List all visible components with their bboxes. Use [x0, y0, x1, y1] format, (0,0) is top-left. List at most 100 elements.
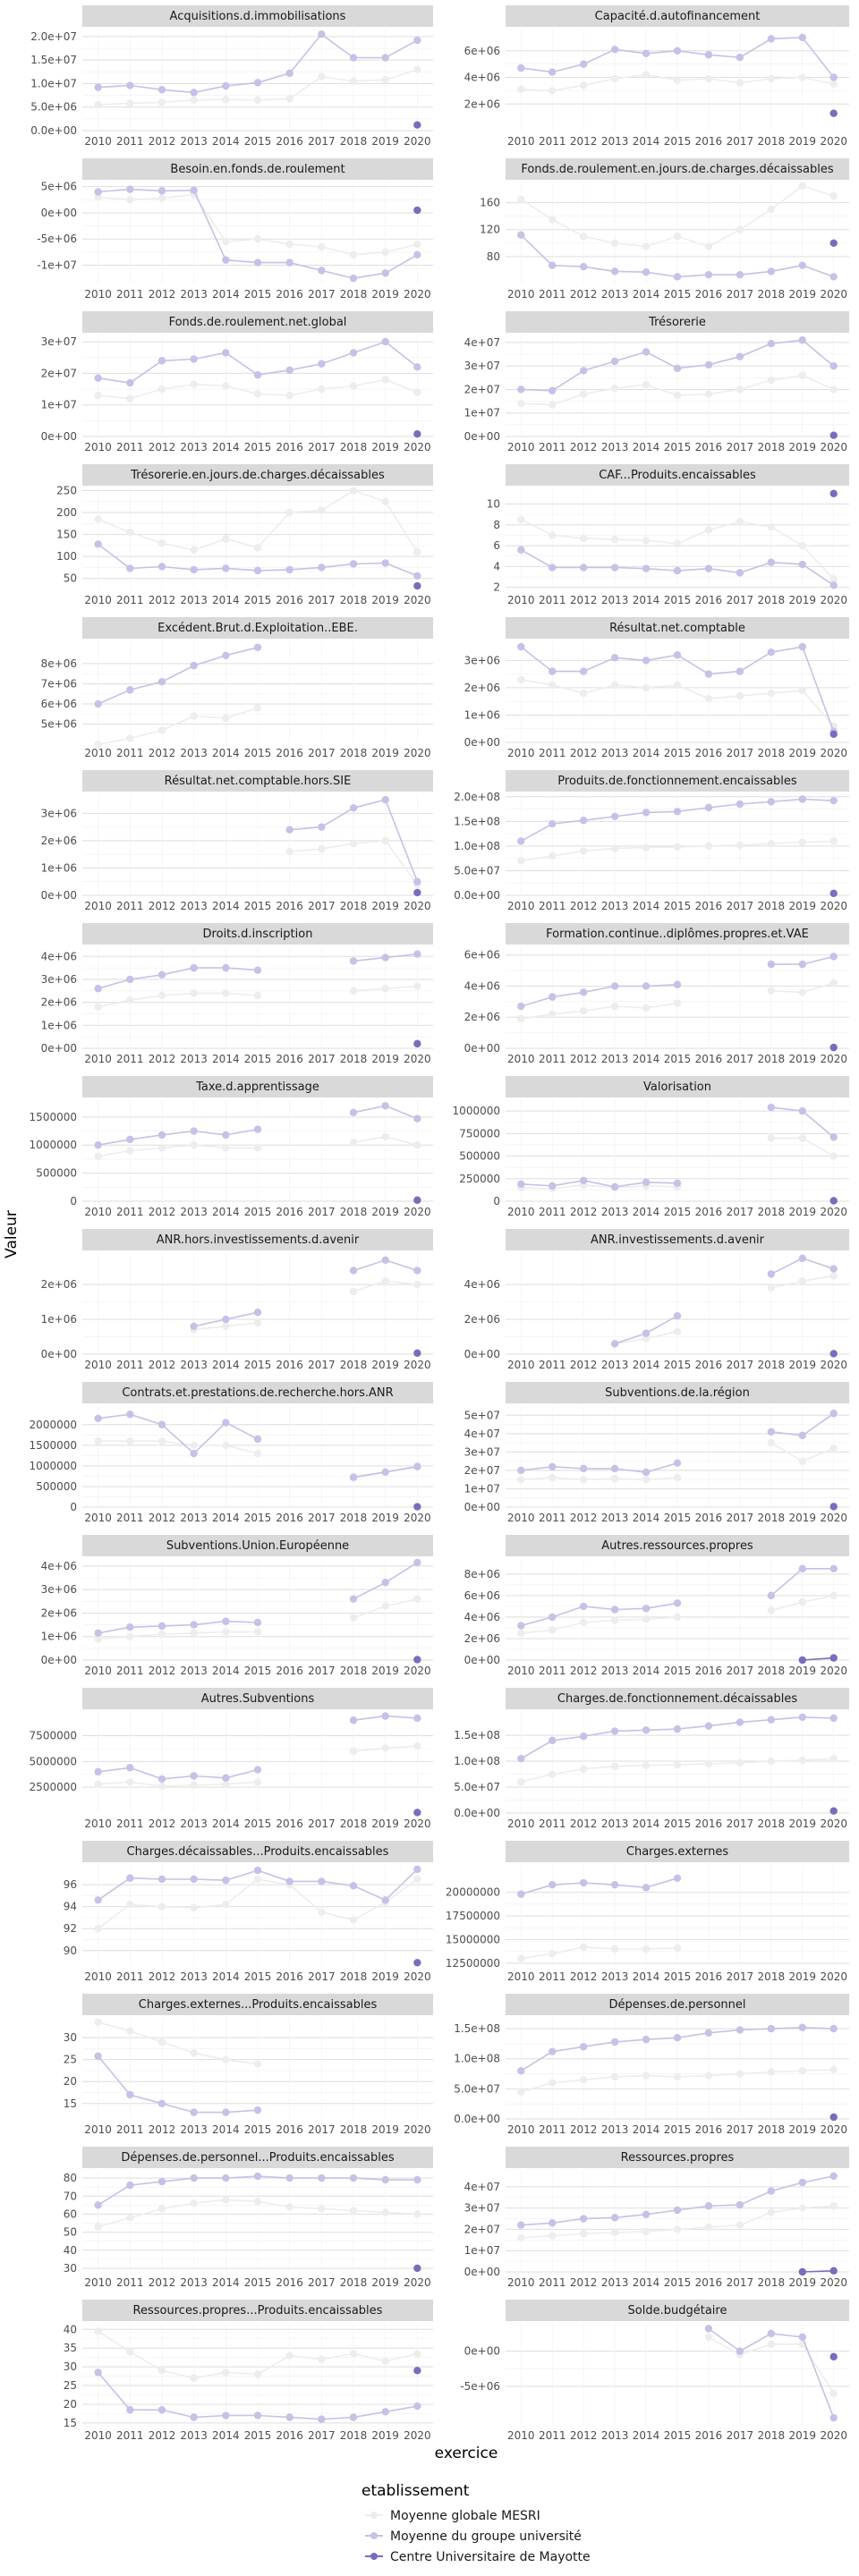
series-groupe-point [767, 267, 776, 275]
series-groupe-point [767, 1716, 776, 1724]
x-tick-label: 2012 [149, 1053, 176, 1065]
y-tick-label: 1e+07 [464, 407, 500, 419]
series-mesri-point [413, 240, 421, 249]
y-tick-label: 80 [487, 250, 500, 263]
series-mesri-point [579, 847, 588, 855]
series-mesri-point [157, 2367, 166, 2375]
series-mesri-point [157, 1144, 166, 1152]
y-tick-label: 1e+06 [41, 1631, 77, 1643]
x-tick-label: 2016 [276, 288, 303, 301]
x-tick-label: 2013 [180, 1818, 208, 1830]
x-tick-label: 2014 [212, 1512, 240, 1524]
y-tick-label: 0e+00 [464, 1654, 500, 1666]
series-groupe-point [767, 798, 776, 806]
x-tick-label: 2011 [116, 1818, 144, 1830]
x-tick-label: 2011 [539, 135, 566, 148]
series-groupe-point [798, 261, 806, 269]
x-tick-label: 2018 [340, 1359, 368, 1371]
series-groupe-point [673, 47, 682, 55]
y-tick-label: 1.0e+08 [454, 1755, 500, 1767]
x-tick-label: 2012 [570, 1359, 598, 1371]
x-tick-label: 2017 [727, 1970, 754, 1983]
series-mesri-point [157, 194, 166, 202]
series-groupe-point [736, 352, 744, 360]
series-mesri-point [642, 537, 651, 545]
series-mayotte-point [829, 1503, 838, 1511]
x-tick-label: 2017 [308, 1665, 336, 1677]
series-mesri-line [521, 1946, 678, 1960]
x-tick-label: 2012 [570, 1665, 598, 1677]
x-tick-label: 2018 [340, 747, 368, 759]
x-tick-label: 2018 [340, 900, 368, 912]
series-mesri-point [413, 1595, 421, 1603]
series-groupe-point [736, 2026, 744, 2034]
series-groupe-point [579, 367, 588, 375]
x-tick-label: 2019 [789, 1359, 817, 1371]
series-groupe-point [222, 256, 230, 264]
series-groupe-line [98, 1767, 259, 1780]
x-tick-label: 2020 [404, 1665, 431, 1677]
x-tick-label: 2010 [507, 1359, 535, 1371]
x-tick-label: 2020 [404, 2429, 431, 2442]
x-tick-label: 2018 [340, 1512, 368, 1524]
series-mesri-point [381, 836, 389, 845]
x-tick-label: 2019 [789, 1512, 817, 1524]
series-groupe-point [517, 1002, 525, 1011]
series-groupe-point [704, 670, 713, 678]
series-mesri-point [94, 2327, 102, 2335]
series-groupe-point [413, 572, 421, 580]
x-tick-label: 2010 [507, 1970, 535, 1983]
series-groupe-point [94, 1141, 102, 1149]
series-groupe-point [222, 2174, 230, 2182]
x-tick-label: 2019 [789, 594, 817, 606]
series-mesri-point [349, 987, 358, 995]
series-mesri-point [381, 985, 389, 993]
series-mesri-point [94, 2223, 102, 2231]
facet-panels: Acquisitions.d.immobilisations 0.0e+00 5.0… [30, 5, 849, 2442]
y-tick-label: 96 [64, 1878, 77, 1891]
x-tick-label: 2014 [633, 135, 660, 148]
series-groupe-point [517, 1466, 525, 1475]
x-tick-label: 2013 [601, 135, 629, 148]
series-groupe-point [222, 1315, 230, 1324]
series-mesri-point [349, 1916, 358, 1924]
x-tick-label: 2011 [539, 2429, 566, 2442]
x-tick-label: 2017 [727, 441, 754, 453]
panel-strip [82, 1535, 433, 1556]
series-groupe-point [381, 54, 389, 62]
series-mesri-point [517, 1778, 525, 1786]
series-mesri-point [222, 382, 230, 390]
x-tick-label: 2020 [820, 1970, 847, 1983]
series-mesri-point [642, 1335, 651, 1343]
series-mesri-point [704, 526, 713, 534]
panel-title: Charges.de.fonctionnement.décaissables [557, 1692, 797, 1706]
series-groupe-point [222, 1876, 230, 1885]
y-tick-label: 8e+06 [41, 657, 77, 670]
x-tick-label: 2017 [308, 1359, 336, 1371]
series-groupe-point [349, 349, 358, 357]
series-groupe-point [94, 1414, 102, 1423]
x-tick-label: 2015 [664, 441, 692, 453]
series-groupe-point [798, 33, 806, 42]
y-tick-label: 0.0e+00 [454, 2113, 500, 2125]
series-groupe-point [798, 795, 806, 803]
panel-strip [506, 1382, 849, 1403]
x-tick-label: 2014 [633, 2123, 660, 2136]
series-mesri-point [157, 2205, 166, 2213]
x-tick-label: 2011 [539, 747, 566, 759]
x-tick-label: 2020 [820, 441, 847, 453]
series-mesri-point [704, 2333, 713, 2342]
series-mesri-point [413, 1141, 421, 1149]
series-groupe-point [610, 2038, 619, 2046]
series-groupe-point [94, 699, 102, 708]
x-tick-label: 2020 [820, 1512, 847, 1524]
x-tick-label: 2015 [244, 135, 272, 148]
series-groupe-point [610, 357, 619, 366]
series-mesri-point [222, 2055, 230, 2063]
series-groupe-point [190, 565, 198, 574]
series-groupe-point [517, 1180, 525, 1189]
series-groupe-point [642, 564, 651, 572]
x-tick-label: 2011 [116, 2276, 144, 2289]
series-groupe-point [253, 966, 262, 974]
panel-title: Besoin.en.fonds.de.roulement [170, 163, 344, 176]
